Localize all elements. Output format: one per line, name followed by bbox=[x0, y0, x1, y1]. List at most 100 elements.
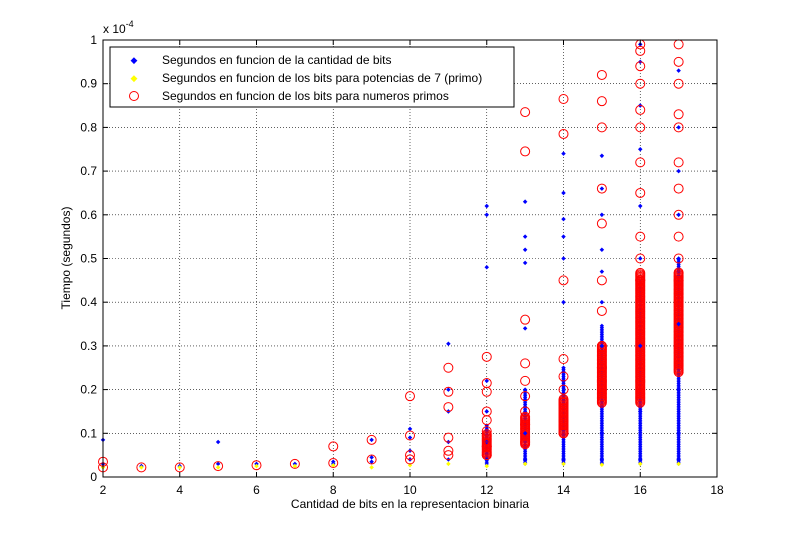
legend-box bbox=[109, 46, 515, 108]
legend-entry-3: Segundos en funcion de los bits para num… bbox=[129, 89, 449, 103]
data-point-series-3 bbox=[520, 375, 531, 386]
data-point-series-2 bbox=[637, 461, 643, 467]
data-point-series-1 bbox=[561, 365, 566, 371]
grid-lines bbox=[103, 40, 717, 477]
data-point-series-1 bbox=[522, 457, 528, 462]
data-point-series-3 bbox=[251, 460, 262, 471]
data-point-series-3 bbox=[558, 354, 569, 365]
data-point-series-2 bbox=[254, 463, 259, 469]
x-tick-label: 12 bbox=[480, 483, 494, 497]
y-tick-label: 0.8 bbox=[80, 120, 97, 134]
y-tick-label: 0.5 bbox=[80, 252, 97, 266]
data-point-series-3 bbox=[635, 122, 646, 133]
data-point-series-3 bbox=[596, 183, 607, 194]
data-point-series-1 bbox=[369, 459, 374, 464]
data-point-series-3 bbox=[596, 384, 607, 395]
data-point-series-3 bbox=[673, 157, 684, 168]
data-point-series-3 bbox=[635, 157, 646, 168]
data-point-series-3 bbox=[558, 371, 569, 382]
data-point-series-3 bbox=[520, 406, 531, 417]
data-point-series-3 bbox=[673, 275, 684, 286]
data-point-series-3 bbox=[596, 340, 607, 351]
data-point-series-3 bbox=[366, 454, 377, 465]
data-point-series-3 bbox=[673, 183, 684, 194]
data-point-series-3 bbox=[443, 445, 454, 456]
legend-label-2: Segundos en funcion de los bits para pot… bbox=[162, 71, 482, 85]
data-point-series-1 bbox=[484, 264, 490, 270]
data-point-series-1 bbox=[522, 387, 528, 392]
data-point-series-3 bbox=[596, 362, 607, 373]
data-point-series-3 bbox=[405, 450, 415, 461]
data-point-series-3 bbox=[443, 432, 454, 443]
data-point-series-2 bbox=[599, 462, 605, 468]
y-tick-label: 0.4 bbox=[80, 295, 97, 309]
data-point-series-1 bbox=[407, 435, 413, 440]
data-point-series-1 bbox=[369, 455, 374, 460]
data-point-series-3 bbox=[673, 253, 684, 264]
legend-label-1: Segundos en funcion de la cantidad de bi… bbox=[162, 53, 392, 67]
data-point-series-3 bbox=[558, 275, 569, 286]
data-point-series-1 bbox=[637, 343, 643, 349]
data-point-series-3 bbox=[596, 218, 607, 229]
data-point-series-3 bbox=[635, 45, 646, 56]
data-point-series-1 bbox=[676, 457, 681, 462]
data-point-series-3 bbox=[673, 209, 684, 220]
data-point-series-1 bbox=[599, 343, 605, 349]
data-point-series-3 bbox=[635, 231, 646, 242]
data-point-series-2 bbox=[561, 461, 566, 467]
x-tick-label: 2 bbox=[100, 483, 107, 497]
data-point-series-3 bbox=[558, 93, 569, 104]
data-points bbox=[98, 39, 684, 473]
y-tick-label: 0.3 bbox=[80, 339, 97, 353]
x-tick-label: 14 bbox=[557, 483, 571, 497]
x-tick-label: 10 bbox=[403, 483, 417, 497]
data-point-series-3 bbox=[481, 415, 492, 426]
data-point-series-3 bbox=[520, 358, 531, 369]
data-point-series-3 bbox=[520, 391, 531, 402]
data-point-series-3 bbox=[558, 428, 569, 439]
data-point-series-1 bbox=[407, 426, 413, 432]
data-point-series-3 bbox=[520, 419, 531, 430]
legend-label-3: Segundos en funcion de los bits para num… bbox=[162, 89, 449, 103]
y-tick-label: 0 bbox=[90, 470, 97, 484]
dense-red-circle bbox=[673, 267, 684, 278]
data-point-series-1 bbox=[522, 260, 528, 266]
data-point-series-3 bbox=[405, 430, 415, 441]
data-point-series-2 bbox=[177, 465, 183, 470]
data-point-series-1 bbox=[599, 431, 605, 436]
data-point-series-3 bbox=[481, 450, 492, 461]
data-point-series-1 bbox=[369, 437, 374, 443]
data-point-series-1 bbox=[561, 256, 566, 261]
data-point-series-2 bbox=[369, 465, 374, 470]
data-point-series-3 bbox=[443, 386, 454, 397]
y-tick-label: 0.6 bbox=[80, 208, 97, 222]
data-point-series-3 bbox=[596, 69, 607, 80]
data-point-series-3 bbox=[558, 415, 569, 426]
data-point-series-3 bbox=[673, 56, 684, 67]
y-tick-label: 1 bbox=[90, 33, 97, 47]
x-axis-title: Cantidad de bits en la representacion bi… bbox=[291, 497, 529, 511]
data-point-series-3 bbox=[673, 109, 684, 120]
legend-marker-red-circle bbox=[129, 91, 139, 101]
dense-red-circle bbox=[558, 394, 569, 405]
data-point-series-3 bbox=[520, 314, 531, 325]
data-point-series-3 bbox=[443, 362, 454, 373]
x-tick-label: 16 bbox=[634, 483, 648, 497]
data-point-series-2 bbox=[330, 462, 336, 468]
dense-red-circle bbox=[635, 267, 646, 278]
data-point-series-3 bbox=[174, 462, 185, 473]
data-point-series-3 bbox=[328, 441, 339, 452]
data-point-series-1 bbox=[676, 321, 681, 327]
axis-ticks: 2 4 6 8 10 12 14 16 18 0 0.1 0.2 0.3 0.4 0.5 0.6 0.7 0.8 0… bbox=[80, 33, 724, 497]
data-point-series-3 bbox=[596, 305, 607, 316]
data-point-series-3 bbox=[481, 386, 492, 397]
data-point-series-3 bbox=[596, 275, 607, 286]
dense-red-circle bbox=[520, 411, 531, 422]
data-point-series-2 bbox=[292, 463, 298, 469]
x-tick-label: 4 bbox=[176, 483, 183, 497]
data-point-series-1 bbox=[446, 387, 451, 392]
data-point-series-3 bbox=[558, 397, 569, 408]
data-point-series-3 bbox=[635, 61, 646, 72]
data-point-series-1 bbox=[599, 269, 605, 274]
